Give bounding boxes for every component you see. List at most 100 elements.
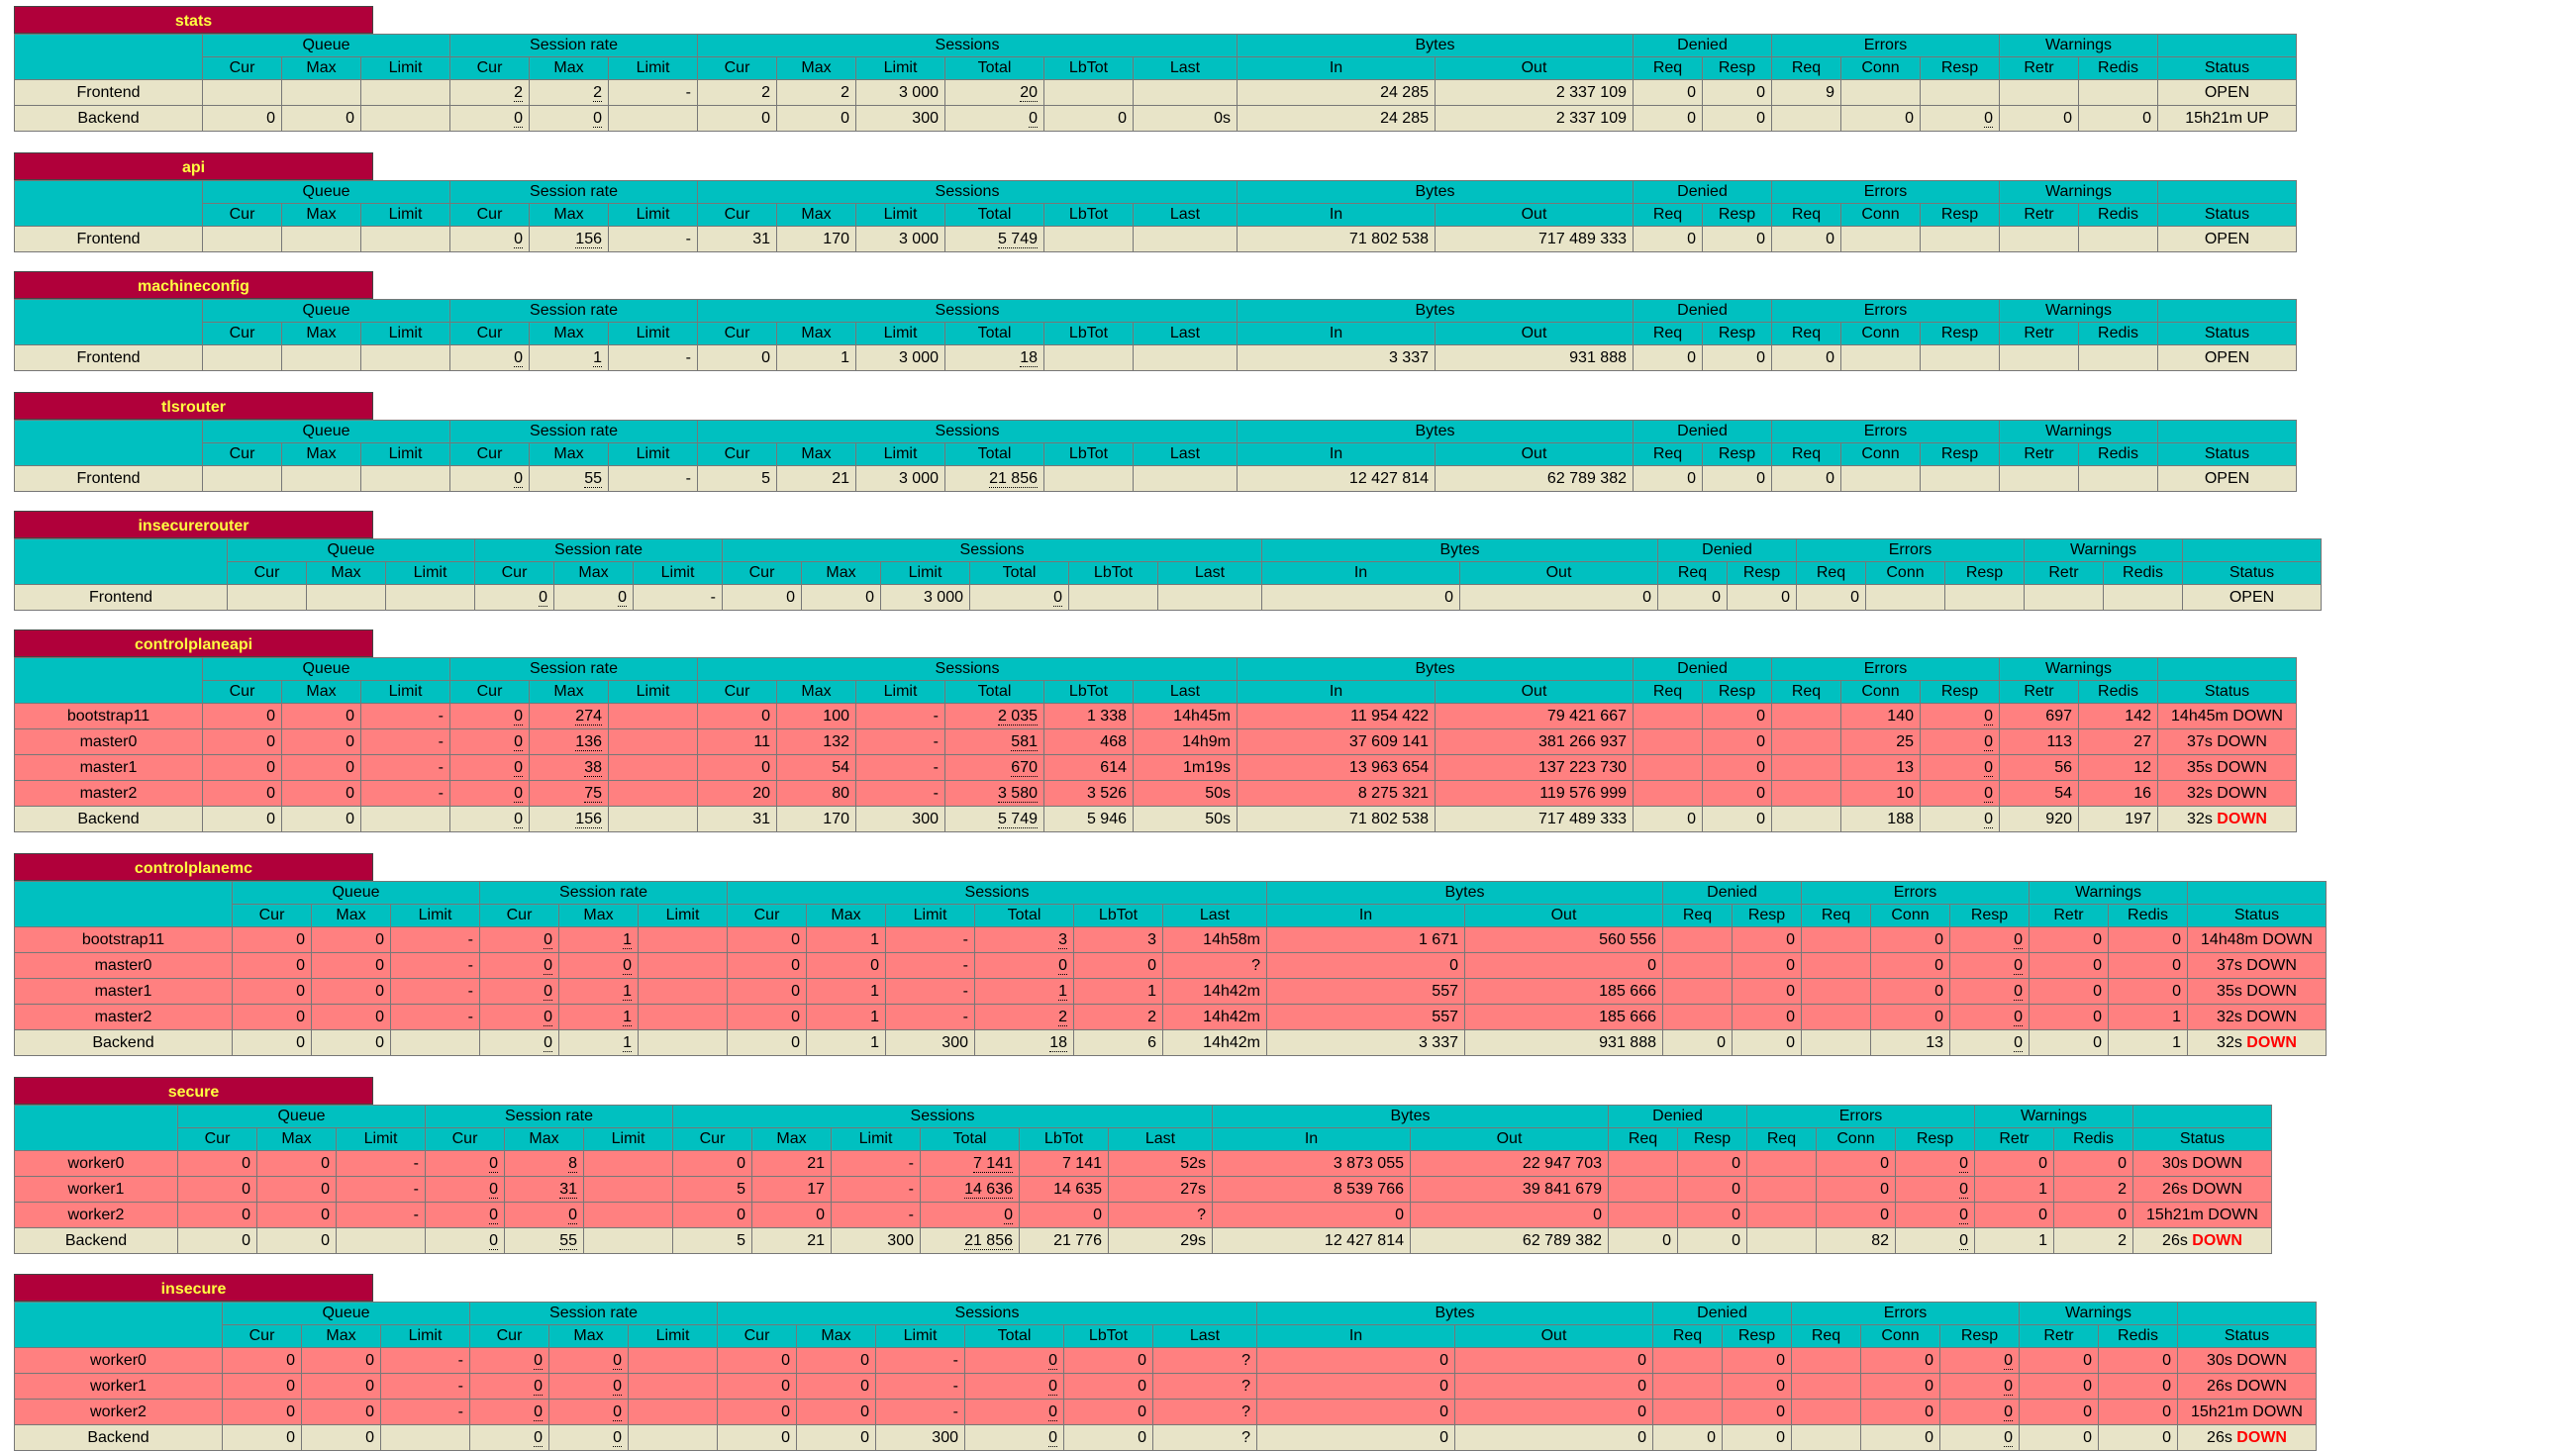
table-row[interactable]: worker1 0 0-0 0 0 0-0 0? 0 0 0 0 0 0 0 26s DOWN: [14, 1373, 2317, 1400]
stat-value-link[interactable]: 0: [534, 1428, 543, 1447]
stat-value-link[interactable]: 0: [1053, 588, 1062, 607]
stat-value-link[interactable]: 21 856: [964, 1231, 1013, 1250]
stat-value-link[interactable]: 0: [1984, 758, 1993, 777]
stat-value-link[interactable]: 0: [2014, 930, 2023, 949]
stat-value-link[interactable]: 5 749: [997, 230, 1038, 248]
table-row[interactable]: master2 0 0-0 1 0 1-2 2 14h42m 557 185 666 0 0 0 0 1 32…: [14, 1004, 2327, 1030]
stat-value-link[interactable]: 2: [1058, 1008, 1067, 1026]
stat-value-link[interactable]: 0: [613, 1403, 622, 1421]
table-row[interactable]: master2 0 0-0 75 20 80-3 580 3 526 50s 8 275 321…: [14, 780, 2297, 807]
stat-value-link[interactable]: 8: [568, 1154, 577, 1173]
stat-value-link[interactable]: 0: [544, 1008, 552, 1026]
stat-value-link[interactable]: 55: [584, 469, 602, 488]
stat-value-link[interactable]: 0: [2004, 1351, 2013, 1370]
stat-value-link[interactable]: 0: [544, 1033, 552, 1052]
stat-value-link[interactable]: 0: [489, 1231, 498, 1250]
stat-value-link[interactable]: 1: [593, 348, 602, 367]
stat-value-link[interactable]: 21 856: [989, 469, 1038, 488]
stat-value-link[interactable]: 156: [575, 810, 602, 828]
stat-value-link[interactable]: 1: [623, 1033, 632, 1052]
proxy-name[interactable]: tlsrouter: [14, 392, 373, 420]
stat-value-link[interactable]: 0: [489, 1206, 498, 1224]
table-row[interactable]: bootstrap11 0 0-0 1 0 1-3 3 14h58m 1 671 560 556 0…: [14, 926, 2327, 953]
table-row[interactable]: Backend 0 0 0 0 0 0 300 0 0 0s 24 285 2 337 109 0 0 0 0 0…: [14, 105, 2297, 132]
table-row[interactable]: master0 0 0-0 136 11 132-581 468 14h9m 37 609 14…: [14, 728, 2297, 755]
stat-value-link[interactable]: 0: [514, 230, 523, 248]
table-row[interactable]: worker0 0 0-0 8 0 21-7 141 7 141 52s 3 873 055 22…: [14, 1150, 2272, 1177]
stat-value-link[interactable]: 0: [534, 1377, 543, 1396]
stat-value-link[interactable]: 0: [1984, 707, 1993, 726]
stat-value-link[interactable]: 2: [514, 83, 523, 102]
stat-value-link[interactable]: 18: [1049, 1033, 1067, 1052]
stat-value-link[interactable]: 0: [539, 588, 547, 607]
stat-value-link[interactable]: 136: [575, 732, 602, 751]
table-row[interactable]: Frontend 0 156-31 170 3 000 5 749 71 802 538 71…: [14, 226, 2297, 252]
table-row[interactable]: Backend 0 0 0 156 31 170 300 5 749 5 946 50s 71 802…: [14, 806, 2297, 832]
stat-value-link[interactable]: 38: [584, 758, 602, 777]
stat-value-link[interactable]: 18: [1020, 348, 1038, 367]
table-row[interactable]: master1 0 0-0 1 0 1-1 1 14h42m 557 185 666 0 0 0 0 0 35…: [14, 978, 2327, 1005]
stat-value-link[interactable]: 1: [623, 1008, 632, 1026]
stat-value-link[interactable]: 0: [514, 707, 523, 726]
stat-value-link[interactable]: 0: [514, 732, 523, 751]
stat-value-link[interactable]: 670: [1011, 758, 1038, 777]
stat-value-link[interactable]: 0: [544, 930, 552, 949]
stat-value-link[interactable]: 1: [1058, 982, 1067, 1001]
proxy-name[interactable]: stats: [14, 6, 373, 34]
proxy-name[interactable]: insecurerouter: [14, 511, 373, 538]
table-row[interactable]: Frontend 0 55-5 21 3 000 21 856 12 427 814 62 7…: [14, 465, 2297, 492]
stat-value-link[interactable]: 0: [2004, 1403, 2013, 1421]
table-row[interactable]: bootstrap11 0 0-0 274 0 100-2 035 1 338 14h45m 1…: [14, 703, 2297, 729]
stat-value-link[interactable]: 0: [2014, 1008, 2023, 1026]
table-row[interactable]: Backend 0 0 0 1 0 1 300 18 6 14h42m 3 337 931 888 0 0 1…: [14, 1029, 2327, 1056]
stat-value-link[interactable]: 0: [1048, 1403, 1057, 1421]
stat-value-link[interactable]: 0: [2014, 956, 2023, 975]
table-row[interactable]: Frontend 2 2-2 2 3 000 20 24 285 2 337 109 0 0 9 OP…: [14, 79, 2297, 106]
stat-value-link[interactable]: 0: [1959, 1231, 1968, 1250]
table-row[interactable]: worker2 0 0-0 0 0 0-0 0? 0 0 0 0 0 0 0 15h21m DOWN: [14, 1399, 2317, 1425]
table-row[interactable]: master1 0 0-0 38 0 54-670 614 1m19s 13 963 654 13…: [14, 754, 2297, 781]
stat-value-link[interactable]: 1: [623, 930, 632, 949]
stat-value-link[interactable]: 0: [1959, 1206, 1968, 1224]
proxy-name[interactable]: secure: [14, 1077, 373, 1105]
stat-value-link[interactable]: 0: [489, 1154, 498, 1173]
proxy-name[interactable]: controlplaneapi: [14, 629, 373, 657]
stat-value-link[interactable]: 55: [559, 1231, 577, 1250]
stat-value-link[interactable]: 0: [514, 810, 523, 828]
stat-value-link[interactable]: 0: [1984, 784, 1993, 803]
stat-value-link[interactable]: 0: [2004, 1377, 2013, 1396]
table-row[interactable]: master0 0 0-0 0 0 0-0 0? 0 0 0 0 0 0 0 37s DOWN: [14, 952, 2327, 979]
stat-value-link[interactable]: 3 580: [997, 784, 1038, 803]
stat-value-link[interactable]: 0: [2004, 1428, 2013, 1447]
stat-value-link[interactable]: 0: [568, 1206, 577, 1224]
stat-value-link[interactable]: 0: [544, 956, 552, 975]
stat-value-link[interactable]: 0: [613, 1377, 622, 1396]
stat-value-link[interactable]: 0: [1004, 1206, 1013, 1224]
stat-value-link[interactable]: 0: [1984, 109, 1993, 128]
stat-value-link[interactable]: 0: [514, 109, 523, 128]
stat-value-link[interactable]: 0: [514, 758, 523, 777]
stat-value-link[interactable]: 14 636: [964, 1180, 1013, 1199]
proxy-name[interactable]: api: [14, 152, 373, 180]
stat-value-link[interactable]: 0: [618, 588, 627, 607]
stat-value-link[interactable]: 274: [575, 707, 602, 726]
stat-value-link[interactable]: 0: [2014, 982, 2023, 1001]
table-row[interactable]: Backend 0 0 0 0 0 0 300 0 0? 0 0 0 0 0 0 0 0 26s DOWN: [14, 1424, 2317, 1451]
stat-value-link[interactable]: 7 141: [972, 1154, 1013, 1173]
stat-value-link[interactable]: 0: [1029, 109, 1038, 128]
proxy-name[interactable]: insecure: [14, 1274, 373, 1302]
stat-value-link[interactable]: 0: [489, 1180, 498, 1199]
stat-value-link[interactable]: 0: [1058, 956, 1067, 975]
stat-value-link[interactable]: 0: [623, 956, 632, 975]
stat-value-link[interactable]: 0: [534, 1351, 543, 1370]
stat-value-link[interactable]: 0: [2014, 1033, 2023, 1052]
stat-value-link[interactable]: 0: [544, 982, 552, 1001]
stat-value-link[interactable]: 0: [593, 109, 602, 128]
stat-value-link[interactable]: 0: [514, 784, 523, 803]
stat-value-link[interactable]: 1: [623, 982, 632, 1001]
table-row[interactable]: worker1 0 0-0 31 5 17-14 636 14 635 27s 8 539 76…: [14, 1176, 2272, 1203]
stat-value-link[interactable]: 0: [1984, 810, 1993, 828]
stat-value-link[interactable]: 2 035: [997, 707, 1038, 726]
stat-value-link[interactable]: 20: [1020, 83, 1038, 102]
stat-value-link[interactable]: 0: [1959, 1154, 1968, 1173]
